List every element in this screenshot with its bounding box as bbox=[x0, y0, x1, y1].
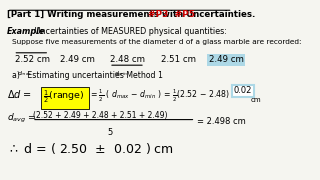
Text: (2.52 + 2.49 + 2.48 + 2.51 + 2.49): (2.52 + 2.49 + 2.48 + 2.51 + 2.49) bbox=[33, 111, 168, 120]
Text: cm: cm bbox=[251, 97, 261, 103]
Text: 2.49 cm: 2.49 cm bbox=[60, 55, 95, 64]
Text: $\therefore$ d = ( 2.50  $\pm$  0.02 ) cm: $\therefore$ d = ( 2.50 $\pm$ 0.02 ) cm bbox=[7, 141, 173, 156]
Text: [Part 1] Writing measurements with Uncertainties.: [Part 1] Writing measurements with Uncer… bbox=[7, 10, 255, 19]
Text: a)   Estimating uncertainties Method 1: a) Estimating uncertainties Method 1 bbox=[12, 71, 163, 80]
Text: = $\frac{1}{2}$ ( $d_{max}$ $-$ $d_{min}$ ) = $\frac{1}{2}$(2.52 $-$ 2.48) =: = $\frac{1}{2}$ ( $d_{max}$ $-$ $d_{min}… bbox=[91, 88, 239, 104]
Text: 2.49 cm: 2.49 cm bbox=[209, 55, 244, 64]
Text: 0.02: 0.02 bbox=[234, 86, 252, 95]
Text: 5: 5 bbox=[108, 128, 113, 137]
Text: 2.52 cm: 2.52 cm bbox=[15, 55, 50, 64]
Text: $\frac{1}{2}$(range): $\frac{1}{2}$(range) bbox=[44, 88, 85, 105]
Text: $d_{max}$: $d_{max}$ bbox=[17, 69, 33, 78]
FancyBboxPatch shape bbox=[41, 87, 89, 109]
Text: = 2.498 cm: = 2.498 cm bbox=[197, 118, 245, 127]
Text: $d_{min}$: $d_{min}$ bbox=[114, 69, 128, 78]
Text: Example: Example bbox=[7, 27, 45, 36]
Text: Suppose five measurements of the diameter d of a glass marble are recorded:: Suppose five measurements of the diamete… bbox=[12, 39, 301, 46]
Text: $\Delta d$ =: $\Delta d$ = bbox=[7, 88, 32, 100]
Text: $d_{avg}$ =: $d_{avg}$ = bbox=[7, 112, 36, 125]
Text: 2.48 cm: 2.48 cm bbox=[110, 55, 145, 64]
Text: #P3  #P5: #P3 #P5 bbox=[148, 10, 195, 19]
Text: 2.51 cm: 2.51 cm bbox=[161, 55, 196, 64]
Text: Uncertainties of MEASURED physical quantities:: Uncertainties of MEASURED physical quant… bbox=[32, 27, 227, 36]
